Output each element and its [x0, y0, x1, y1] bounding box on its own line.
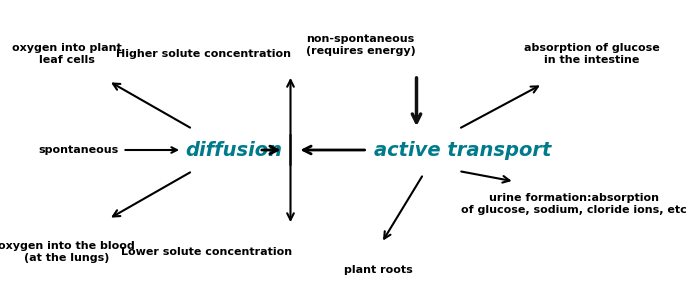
- Text: Lower solute concentration: Lower solute concentration: [121, 247, 292, 257]
- Text: urine formation:absorption
of glucose, sodium, cloride ions, etc: urine formation:absorption of glucose, s…: [461, 193, 687, 215]
- Text: spontaneous: spontaneous: [38, 145, 119, 155]
- Text: Higher solute concentration: Higher solute concentration: [116, 49, 290, 59]
- Text: active transport: active transport: [374, 140, 552, 160]
- Text: oxygen into plant
leaf cells: oxygen into plant leaf cells: [12, 43, 121, 65]
- Text: absorption of glucose
in the intestine: absorption of glucose in the intestine: [524, 43, 659, 65]
- Text: oxygen into the blood
(at the lungs): oxygen into the blood (at the lungs): [0, 241, 135, 263]
- Text: non-spontaneous
(requires energy): non-spontaneous (requires energy): [306, 34, 415, 56]
- Text: plant roots: plant roots: [344, 265, 412, 275]
- Text: diffusion: diffusion: [186, 140, 283, 160]
